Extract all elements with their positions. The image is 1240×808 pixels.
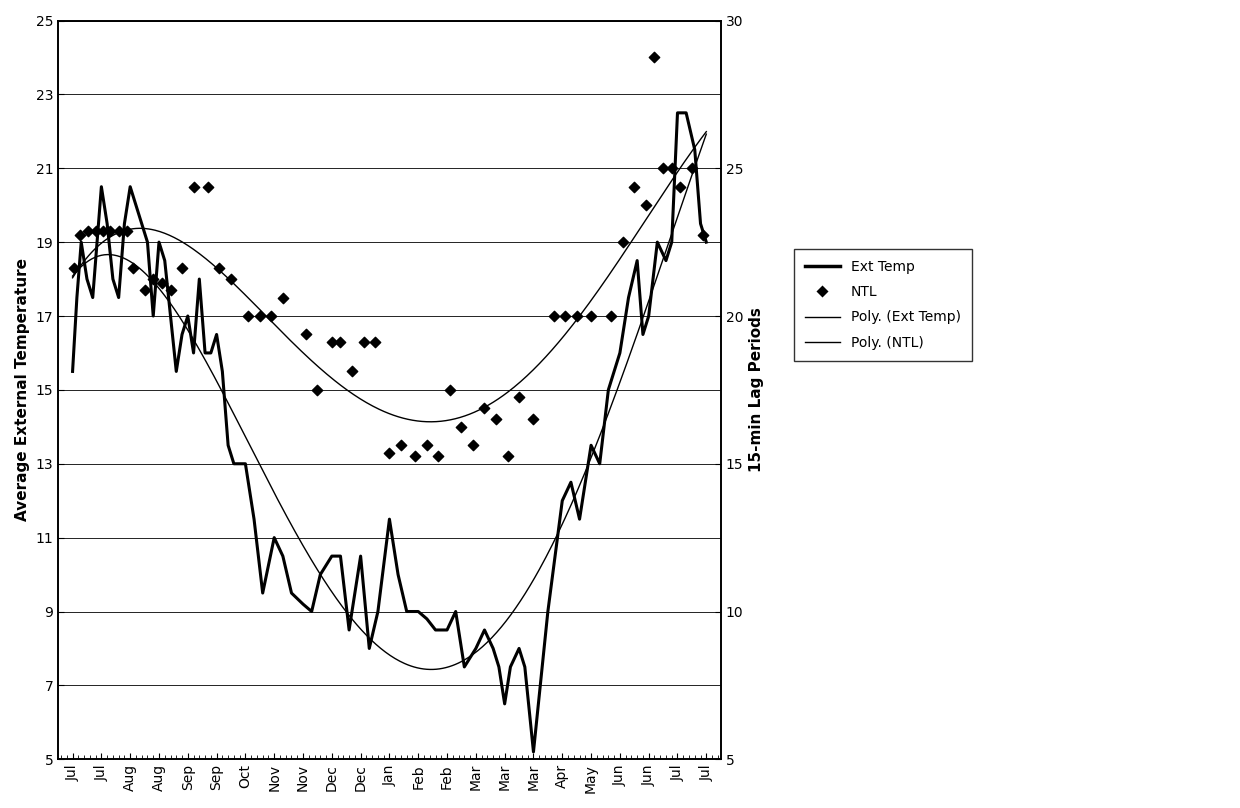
Point [322, 335, 342, 348]
Point [671, 180, 691, 193]
Point [440, 384, 460, 397]
Point [210, 262, 229, 275]
Point [144, 272, 164, 285]
Point [342, 365, 362, 378]
Point [331, 335, 351, 348]
Point [682, 162, 702, 175]
Point [451, 420, 471, 433]
Point [100, 225, 120, 238]
Y-axis label: Average External Temperature: Average External Temperature [15, 259, 30, 521]
Point [296, 328, 316, 341]
Point [391, 439, 410, 452]
Point [118, 225, 138, 238]
Point [613, 236, 632, 249]
Point [123, 262, 143, 275]
Point [308, 384, 327, 397]
Point [475, 402, 495, 415]
Point [379, 446, 399, 459]
Point [662, 162, 682, 175]
Point [184, 180, 203, 193]
Point [135, 284, 155, 297]
Point [582, 309, 601, 322]
Point [556, 309, 575, 322]
Point [567, 309, 587, 322]
Point [429, 450, 449, 463]
Point [543, 309, 563, 322]
Point [625, 180, 645, 193]
Point [636, 199, 656, 212]
Point [653, 162, 673, 175]
Point [463, 439, 482, 452]
Point [198, 180, 218, 193]
Point [497, 450, 517, 463]
Point [486, 413, 506, 426]
Point [86, 225, 105, 238]
Point [417, 439, 436, 452]
Point [365, 335, 384, 348]
Point [250, 309, 270, 322]
Legend: Ext Temp, NTL, Poly. (Ext Temp), Poly. (NTL): Ext Temp, NTL, Poly. (Ext Temp), Poly. (… [794, 249, 972, 360]
Point [645, 51, 665, 64]
Point [601, 309, 621, 322]
Point [78, 225, 98, 238]
Point [693, 229, 713, 242]
Point [69, 229, 89, 242]
Point [262, 309, 281, 322]
Point [353, 335, 373, 348]
Point [238, 309, 258, 322]
Point [153, 276, 172, 289]
Point [93, 225, 113, 238]
Point [109, 225, 129, 238]
Point [523, 413, 543, 426]
Point [64, 262, 84, 275]
Point [221, 272, 241, 285]
Point [405, 450, 425, 463]
Point [510, 391, 529, 404]
Point [161, 284, 181, 297]
Point [273, 291, 293, 304]
Y-axis label: 15-min Lag Periods: 15-min Lag Periods [749, 308, 764, 473]
Point [172, 262, 192, 275]
